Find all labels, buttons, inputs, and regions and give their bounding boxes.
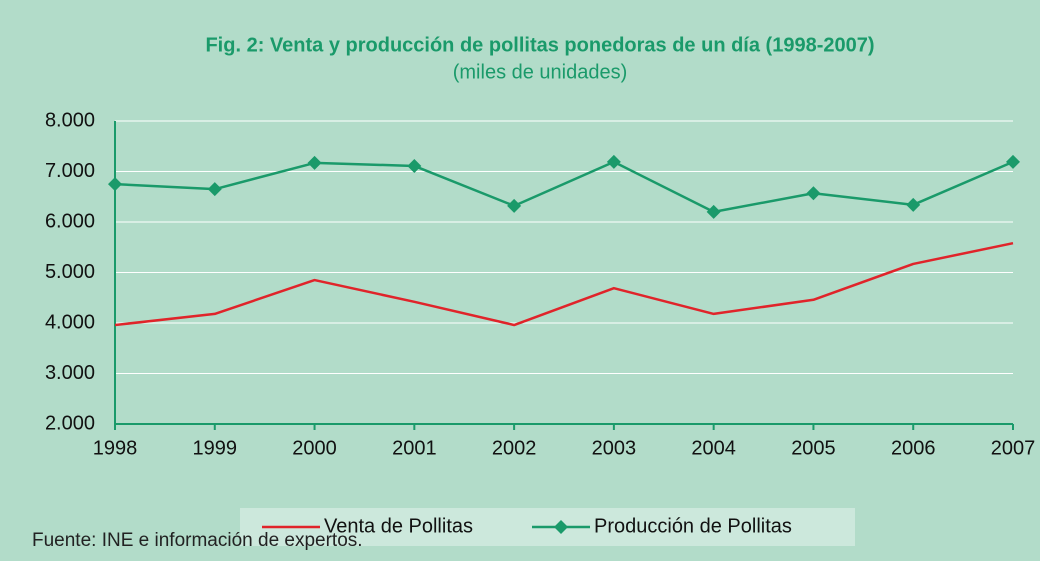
series-line — [114, 241, 1014, 327]
marker — [507, 198, 522, 213]
legend-label: Venta de Pollitas — [324, 515, 473, 537]
chart-subtitle: (miles de unidades) — [453, 61, 628, 83]
marker — [806, 186, 821, 201]
legend-marker — [554, 520, 568, 534]
x-tick-label: 2003 — [592, 437, 637, 459]
x-tick-label: 2007 — [991, 437, 1036, 459]
x-tick-label: 2001 — [392, 437, 437, 459]
x-tick-label: 2006 — [891, 437, 936, 459]
marker — [606, 154, 621, 169]
y-tick-label: 2.000 — [45, 412, 95, 434]
marker — [706, 204, 721, 219]
x-tick-label: 2002 — [492, 437, 537, 459]
y-tick-label: 8.000 — [45, 109, 95, 131]
legend-label: Producción de Pollitas — [594, 515, 792, 537]
marker — [207, 182, 222, 197]
x-tick-label: 2005 — [791, 437, 836, 459]
x-tick-label: 1998 — [93, 437, 138, 459]
marker — [407, 158, 422, 173]
y-tick-label: 7.000 — [45, 160, 95, 182]
marker — [108, 177, 122, 192]
x-tick-label: 2004 — [691, 437, 736, 459]
y-tick-label: 6.000 — [45, 210, 95, 232]
marker — [906, 197, 921, 212]
y-tick-label: 3.000 — [45, 362, 95, 384]
marker — [307, 155, 322, 170]
marker — [1006, 154, 1020, 169]
x-tick-label: 2000 — [292, 437, 337, 459]
y-tick-label: 4.000 — [45, 311, 95, 333]
x-tick-label: 1999 — [193, 437, 238, 459]
y-tick-label: 5.000 — [45, 261, 95, 283]
chart-title: Fig. 2: Venta y producción de pollitas p… — [205, 34, 874, 56]
source-note: Fuente: INE e información de expertos. — [32, 530, 363, 551]
series-line — [114, 160, 1014, 214]
